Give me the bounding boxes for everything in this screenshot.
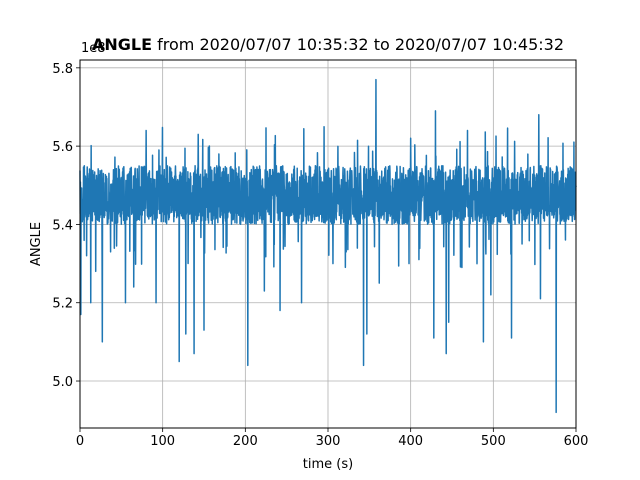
x-tick-label: 600 — [564, 434, 589, 449]
x-axis-label: time (s) — [303, 457, 353, 472]
y-tick-label: 5.2 — [52, 297, 73, 312]
y-tick-label: 5.6 — [52, 140, 73, 155]
x-tick-label: 0 — [76, 434, 84, 449]
chart-title-bold: ANGLE — [92, 35, 152, 54]
series-line-angle — [79, 78, 577, 414]
x-tick-label: 400 — [398, 434, 423, 449]
x-tick-label: 200 — [233, 434, 258, 449]
y-tick-label: 5.0 — [52, 375, 73, 390]
chart-title-rest: from 2020/07/07 10:35:32 to 2020/07/07 1… — [152, 35, 564, 54]
y-axis-label: ANGLE — [29, 222, 44, 266]
y-tick-label: 5.8 — [52, 62, 73, 77]
axis-ticks: 0 100 200 300 400 500 600 5.0 5.2 5.4 5.6 5.8 — [52, 62, 588, 449]
data-series — [79, 78, 577, 414]
chart-title: ANGLE from 2020/07/07 10:35:32 to 2020/0… — [92, 35, 564, 54]
x-tick-label: 500 — [481, 434, 506, 449]
y-tick-label: 5.4 — [52, 218, 73, 233]
x-tick-label: 100 — [150, 434, 175, 449]
y-offset-label: 1e8 — [81, 41, 106, 56]
x-tick-label: 300 — [316, 434, 341, 449]
